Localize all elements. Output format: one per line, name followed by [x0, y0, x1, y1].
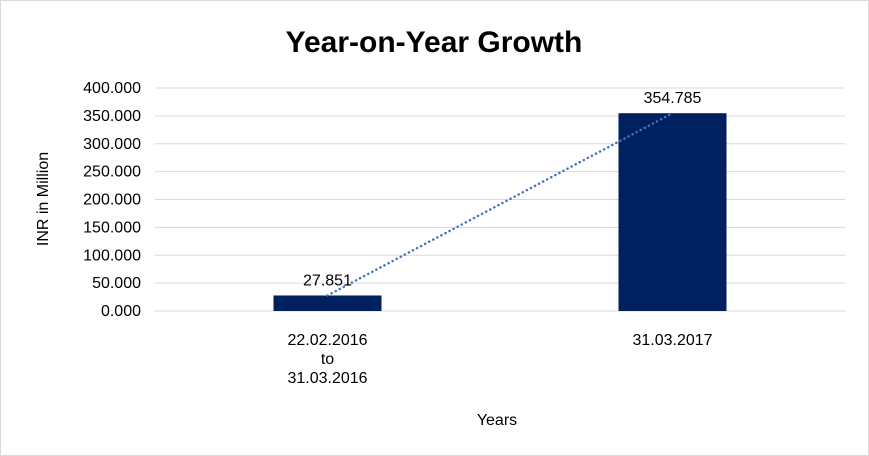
x-axis-label: Years	[477, 412, 517, 429]
gridlines	[155, 87, 845, 312]
y-axis-ticks: 0.000 50.000 100.000 150.000 200.000 250.000 3…	[83, 80, 141, 320]
y-tick-label: 200.000	[83, 192, 141, 209]
y-tick-label: 300.000	[83, 136, 141, 153]
y-tick-label: 100.000	[83, 247, 141, 264]
y-tick-label: 50.000	[92, 275, 141, 292]
bars	[273, 113, 727, 311]
bar	[618, 113, 727, 311]
x-tick-label: 31.03.2017	[632, 332, 712, 349]
y-tick-label: 250.000	[83, 164, 141, 181]
data-labels: 27.851 354.785	[303, 90, 701, 289]
chart-title: Year-on-Year Growth	[286, 26, 583, 59]
y-tick-label: 350.000	[83, 108, 141, 125]
y-axis-label: INR in Million	[35, 152, 52, 246]
data-label: 27.851	[303, 272, 352, 289]
trendline-line	[326, 111, 674, 297]
x-axis-ticks: 22.02.2016 to 31.03.2016 31.03.2017	[287, 332, 712, 387]
data-label: 354.785	[644, 90, 702, 107]
x-tick-label: 22.02.2016 to 31.03.2016	[287, 332, 367, 387]
y-tick-label: 150.000	[83, 219, 141, 236]
y-tick-label: 400.000	[83, 80, 141, 97]
y-tick-label: 0.000	[101, 303, 141, 320]
bar	[273, 295, 382, 311]
trendline	[326, 111, 674, 297]
